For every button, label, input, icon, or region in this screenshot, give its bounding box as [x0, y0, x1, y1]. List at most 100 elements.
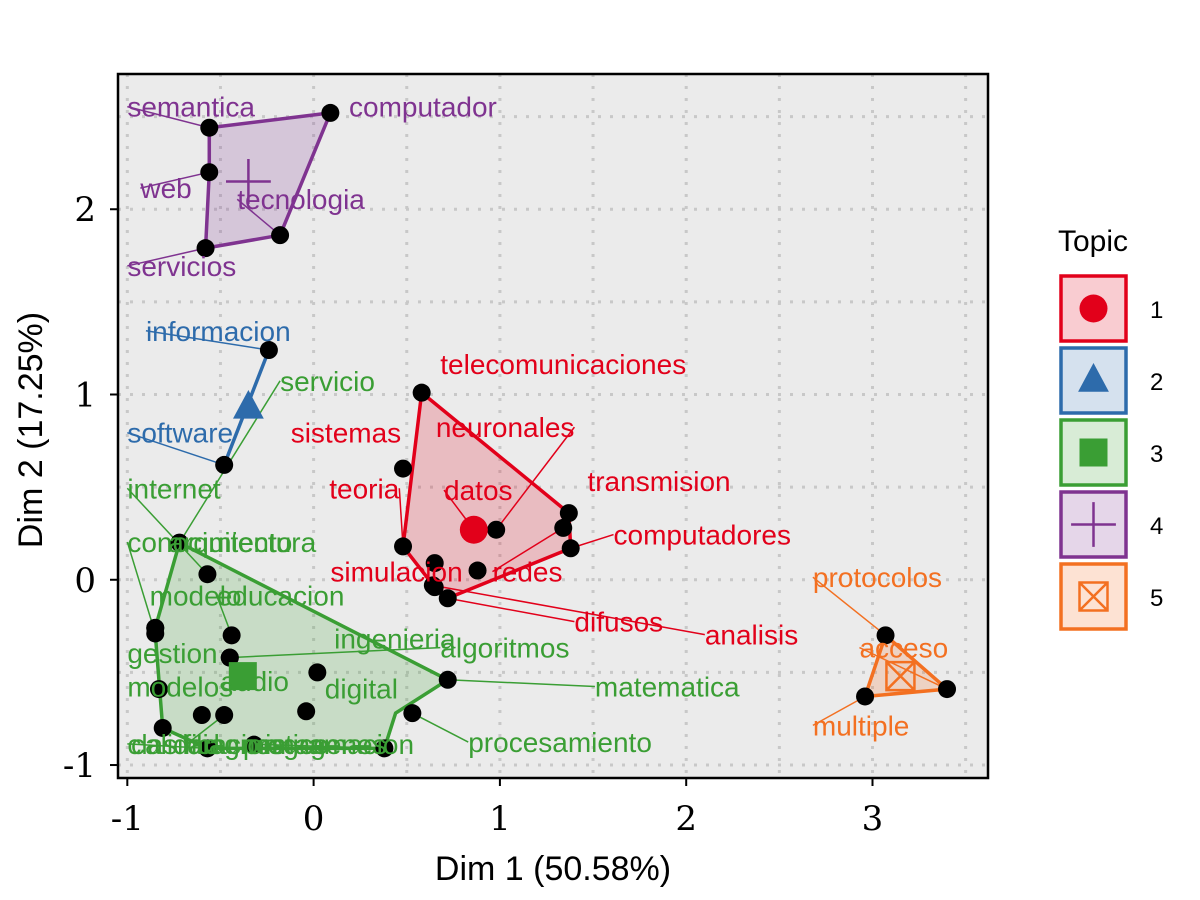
centroid-circle — [459, 515, 488, 544]
word-label: neuronales — [436, 412, 575, 443]
x-tick-label: 3 — [862, 799, 884, 839]
word-label: transmision — [587, 466, 730, 497]
leader-line — [127, 105, 210, 129]
centroid-triangle — [1078, 363, 1109, 392]
leader-line — [127, 743, 208, 750]
y-tick-label: 0 — [74, 561, 96, 601]
word-point — [394, 537, 413, 556]
word-label: modelos — [127, 671, 233, 702]
word-label: tecnologia — [237, 184, 365, 215]
panel-background — [118, 74, 988, 778]
word-point — [215, 706, 234, 725]
word-point — [321, 103, 340, 122]
word-point — [196, 239, 215, 258]
word-point — [876, 626, 895, 645]
leader-line-layer — [126, 105, 948, 750]
axes: -1 0 1 2 3 -1 0 1 2 — [63, 72, 990, 839]
x-tick-label: 0 — [303, 799, 325, 839]
word-point — [394, 459, 413, 478]
leader-line — [492, 527, 564, 573]
word-label: servicio — [280, 366, 375, 397]
x-tick-label: -1 — [111, 799, 144, 839]
leader-line — [398, 488, 404, 547]
centroid-box-x — [885, 660, 916, 692]
word-label: programacion — [243, 729, 414, 760]
word-point — [375, 739, 394, 758]
point-layer — [146, 103, 957, 758]
leader-line — [126, 541, 156, 634]
centroid-plus — [226, 159, 271, 204]
centroid-plus — [1071, 502, 1116, 547]
centroid-square — [1079, 438, 1108, 467]
word-label: matematica — [595, 671, 740, 702]
word-label: imagenes — [265, 729, 386, 760]
word-point — [554, 518, 573, 537]
leader-line — [447, 597, 575, 623]
word-label: multiple — [813, 710, 909, 741]
y-tick-label: -1 — [63, 746, 96, 786]
word-label: simulacion — [330, 557, 462, 588]
word-point — [220, 648, 239, 667]
word-label: audio — [220, 666, 289, 697]
word-point — [425, 554, 444, 573]
word-point — [297, 702, 316, 721]
centroid-triangle — [233, 389, 264, 419]
word-point — [271, 226, 290, 245]
word-label: telecomunicaciones — [440, 349, 686, 380]
word-point — [438, 589, 457, 608]
legend: Topic 1 2 3 4 5 — [1058, 225, 1163, 631]
x-axis-title: Dim 1 (50.58%) — [435, 850, 671, 888]
word-label: algoritmos — [440, 633, 569, 664]
centroid-square — [228, 662, 257, 691]
word-point — [198, 565, 217, 584]
leader-line — [412, 712, 469, 743]
word-point — [200, 118, 219, 137]
legend-label: 2 — [1150, 369, 1163, 396]
word-label: modelo — [150, 581, 242, 612]
leader-line — [812, 695, 866, 727]
word-label: internet — [127, 473, 221, 504]
word-point — [170, 533, 189, 552]
leader-line — [859, 646, 948, 690]
word-label: protocolos — [813, 562, 942, 593]
word-label: procesamiento — [468, 727, 652, 758]
word-label: servicios — [127, 251, 236, 282]
leader-line — [242, 743, 385, 750]
word-label: clasificacion — [127, 729, 278, 760]
word-label: acceso — [859, 633, 948, 664]
word-point — [468, 561, 487, 580]
word-point — [423, 576, 442, 595]
leader-line — [127, 431, 225, 466]
word-point — [308, 663, 327, 682]
legend-title: Topic — [1058, 225, 1128, 258]
word-label: redes — [492, 557, 562, 588]
leader-line — [236, 198, 281, 236]
word-label: conocimiento — [127, 527, 292, 558]
word-label: sistemas — [291, 418, 401, 449]
y-tick-label: 1 — [74, 376, 96, 416]
centroid-layer — [226, 159, 916, 692]
leader-line — [145, 330, 270, 351]
word-label: calidad — [131, 729, 220, 760]
word-point — [215, 455, 234, 474]
word-point — [403, 704, 422, 723]
word-label-layer: telecomunicaciones sistemas neuronales tran… — [127, 92, 948, 760]
word-point — [561, 539, 580, 558]
y-tick-label: 2 — [74, 190, 96, 230]
word-point — [438, 670, 457, 689]
leader-line — [495, 426, 576, 531]
word-label: gestion — [127, 638, 217, 669]
word-label: computadores — [614, 520, 791, 551]
word-point — [153, 718, 172, 737]
leader-line — [812, 576, 887, 636]
centroid-box-x — [1078, 581, 1109, 612]
x-tick-label: 2 — [675, 799, 697, 839]
legend-label: 1 — [1150, 297, 1163, 324]
word-point — [559, 504, 578, 523]
word-label: ingenieria — [334, 623, 456, 654]
word-label: computador — [349, 92, 497, 123]
word-point — [222, 626, 241, 645]
leader-line — [126, 487, 208, 575]
word-label: semantica — [127, 92, 255, 123]
word-label: teoria — [329, 473, 399, 504]
